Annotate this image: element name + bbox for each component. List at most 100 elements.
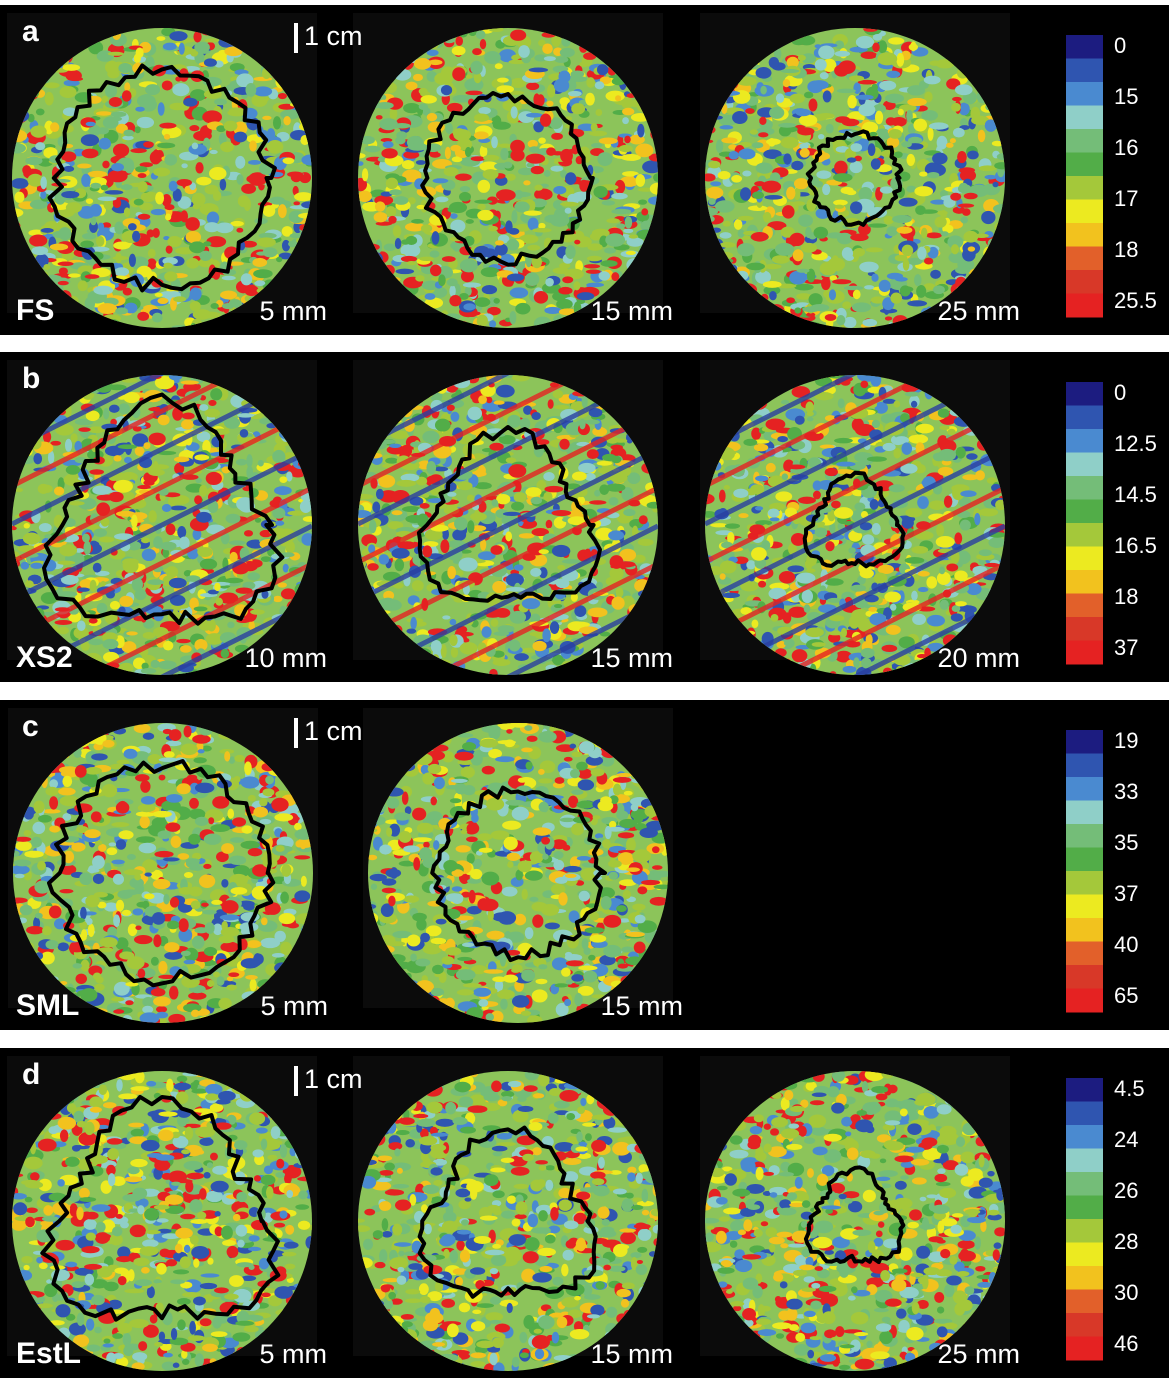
map-blob	[958, 204, 974, 208]
map-blob	[109, 97, 122, 107]
map-blob	[937, 572, 951, 585]
map-blob	[113, 241, 130, 249]
map-blob	[769, 57, 779, 68]
map-blob	[622, 108, 634, 116]
map-blob	[392, 548, 410, 559]
map-blob	[783, 79, 790, 87]
map-blob	[385, 458, 398, 464]
map-blob	[60, 86, 77, 98]
map-blob	[638, 199, 647, 204]
map-blob	[801, 243, 817, 253]
map-blob	[546, 101, 553, 107]
map-blob	[426, 461, 436, 474]
map-blob	[743, 439, 757, 446]
map-blob	[429, 152, 440, 158]
map-blob	[459, 192, 471, 202]
map-blob	[872, 43, 879, 53]
map-blob	[589, 131, 607, 137]
map-blob	[449, 295, 461, 306]
map-blob	[394, 196, 409, 205]
map-blob	[111, 163, 124, 171]
map-blob	[506, 457, 517, 463]
map-blob	[241, 273, 252, 285]
map-blob	[90, 541, 97, 546]
map-blob	[981, 211, 995, 224]
map-blob	[562, 276, 573, 283]
map-blob	[83, 541, 91, 555]
map-blob	[58, 262, 74, 266]
map-blob	[386, 206, 396, 217]
map-blob	[445, 123, 453, 134]
map-blob	[401, 256, 417, 262]
map-blob	[853, 248, 865, 257]
map-blob	[222, 303, 234, 309]
map-blob	[975, 470, 985, 480]
map-blob	[245, 83, 256, 97]
map-blob	[449, 634, 457, 646]
map-blob	[825, 314, 837, 321]
map-blob	[893, 448, 901, 459]
map-blob	[300, 500, 312, 513]
map-blob	[138, 214, 151, 220]
map-blob	[816, 170, 831, 179]
map-blob	[252, 258, 267, 267]
map-blob	[123, 559, 139, 573]
map-blob	[276, 257, 282, 263]
map-blob	[606, 483, 626, 491]
map-blob	[847, 95, 857, 108]
map-blob	[891, 117, 906, 127]
map-blob	[488, 226, 498, 232]
map-blob	[160, 542, 176, 551]
map-blob	[540, 113, 551, 126]
map-blob	[215, 598, 223, 606]
map-blob	[542, 628, 551, 642]
map-blob	[930, 270, 941, 279]
map-blob	[497, 78, 509, 83]
colorbar-band	[1066, 82, 1103, 106]
map-blob	[764, 195, 782, 200]
map-blob	[719, 490, 726, 503]
map-blob	[458, 558, 477, 572]
map-blob	[559, 439, 569, 450]
map-blob	[410, 617, 417, 630]
map-blob	[114, 221, 123, 234]
map-blob	[847, 157, 857, 162]
map-blob	[543, 492, 552, 502]
map-blob	[414, 58, 431, 70]
depth-label: 15 mm	[590, 296, 673, 326]
map-blob	[211, 582, 230, 586]
map-blob	[514, 201, 529, 212]
map-blob	[419, 88, 428, 95]
page: {"panels":[ {"letter":"a","material":"FS…	[0, 0, 1169, 1378]
map-blob	[979, 165, 997, 171]
map-blob	[529, 68, 548, 73]
map-blob	[204, 58, 217, 66]
map-blob	[164, 134, 170, 140]
map-blob	[145, 192, 157, 197]
map-blob	[393, 225, 402, 237]
map-blob	[39, 523, 52, 532]
map-blob	[25, 580, 34, 587]
map-blob	[850, 161, 863, 173]
map-blob	[811, 304, 830, 311]
map-blob	[261, 556, 271, 562]
map-blob	[124, 207, 130, 217]
map-blob	[900, 285, 911, 296]
map-blob	[406, 82, 418, 91]
map-blob	[584, 264, 600, 268]
map-blob	[772, 255, 790, 264]
map-blob	[450, 145, 461, 152]
map-blob	[899, 198, 918, 207]
map-blob	[110, 601, 120, 610]
map-blob	[886, 71, 900, 78]
map-blob	[395, 238, 401, 249]
map-blob	[849, 75, 864, 81]
map-blob	[118, 403, 130, 414]
map-blob	[103, 408, 109, 420]
map-blob	[99, 138, 111, 150]
map-blob	[383, 141, 394, 148]
map-blob	[756, 67, 772, 79]
map-blob	[574, 240, 580, 245]
map-blob	[913, 119, 927, 132]
map-blob	[194, 454, 209, 460]
